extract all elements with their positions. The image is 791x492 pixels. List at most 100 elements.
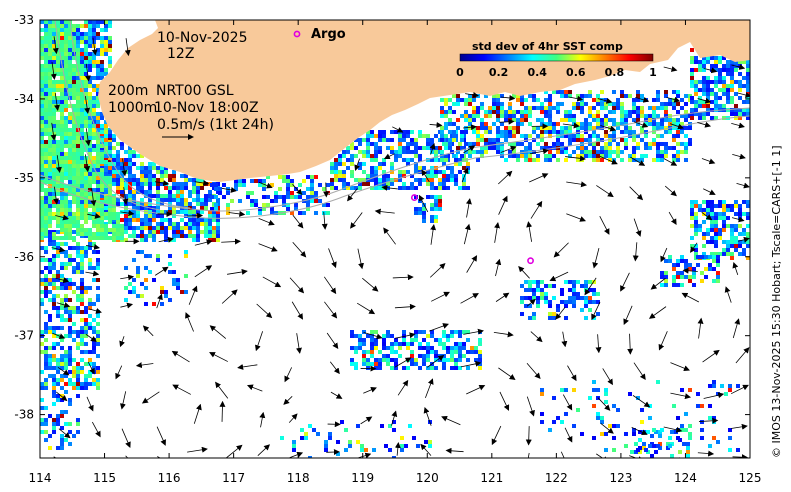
sst-pixel: [702, 200, 706, 204]
sst-pixel: [44, 160, 48, 164]
sst-pixel: [672, 134, 676, 138]
sst-pixel: [382, 342, 386, 346]
sst-pixel: [152, 210, 156, 214]
sst-pixel: [444, 158, 448, 162]
sst-pixel: [48, 148, 52, 152]
sst-pixel: [608, 158, 612, 162]
sst-pixel: [84, 64, 88, 68]
sst-pixel: [120, 186, 124, 190]
sst-pixel: [500, 122, 504, 126]
sst-pixel: [378, 366, 382, 370]
sst-pixel: [452, 110, 456, 114]
sst-pixel: [374, 358, 378, 362]
sst-pixel: [200, 230, 204, 234]
current-arrow: [681, 292, 700, 303]
sst-pixel: [742, 240, 746, 244]
current-arrow: [121, 158, 128, 177]
sst-pixel: [56, 306, 60, 310]
sst-pixel: [56, 216, 60, 220]
sst-pixel: [430, 366, 434, 370]
sst-pixel: [68, 32, 72, 36]
sst-pixel: [274, 191, 278, 195]
current-arrow: [120, 210, 135, 217]
sst-pixel: [592, 130, 596, 134]
sst-pixel: [128, 158, 132, 162]
sst-pixel: [718, 68, 722, 72]
sst-pixel: [466, 358, 470, 362]
sst-pixel: [568, 134, 572, 138]
sst-pixel: [704, 255, 708, 259]
sst-pixel: [434, 350, 438, 354]
sst-pixel: [64, 56, 68, 60]
sst-pixel: [104, 190, 108, 194]
sst-pixel: [112, 174, 116, 178]
sst-pixel: [630, 450, 634, 454]
sst-pixel: [508, 130, 512, 134]
sst-pixel: [56, 88, 60, 92]
sst-pixel: [104, 130, 108, 134]
current-arrow: [466, 255, 478, 273]
sst-pixel: [488, 126, 492, 130]
sst-pixel: [612, 102, 616, 106]
x-tick-label: 116: [158, 471, 181, 485]
sst-pixel: [414, 334, 418, 338]
sst-pixel: [608, 102, 612, 106]
sst-pixel: [410, 142, 414, 146]
sst-pixel: [426, 358, 430, 362]
sst-pixel: [592, 388, 596, 392]
sst-pixel: [306, 203, 310, 207]
sst-pixel: [124, 178, 128, 182]
sst-pixel: [68, 168, 72, 172]
sst-pixel: [552, 130, 556, 134]
sst-pixel: [68, 310, 72, 314]
sst-pixel: [40, 120, 44, 124]
sst-pixel: [88, 362, 92, 366]
sst-pixel: [532, 98, 536, 102]
sst-pixel: [636, 142, 640, 146]
sst-pixel: [684, 110, 688, 114]
sst-pixel: [132, 286, 136, 290]
sst-pixel: [168, 186, 172, 190]
current-arrow: [394, 357, 412, 368]
sst-pixel: [64, 334, 68, 338]
sst-pixel: [80, 188, 84, 192]
sst-pixel: [88, 32, 92, 36]
sst-pixel: [718, 88, 722, 92]
current-arrow: [394, 303, 416, 310]
sst-pixel: [540, 122, 544, 126]
sst-pixel: [746, 64, 750, 68]
sst-pixel: [616, 150, 620, 154]
current-arrow: [187, 446, 208, 453]
sst-pixel: [418, 130, 422, 134]
sst-pixel: [132, 278, 136, 282]
sst-pixel: [56, 96, 60, 100]
sst-pixel: [192, 222, 196, 226]
sst-pixel: [100, 160, 104, 164]
sst-pixel: [64, 152, 68, 156]
sst-pixel: [684, 150, 688, 154]
sst-pixel: [668, 259, 672, 263]
sst-pixel: [88, 382, 92, 386]
current-arrow: [698, 417, 719, 424]
current-arrow: [381, 184, 398, 191]
sst-pixel: [68, 246, 72, 250]
sst-pixel: [68, 132, 72, 136]
sst-pixel: [160, 286, 164, 290]
current-arrow: [425, 378, 434, 398]
sst-pixel: [48, 354, 52, 358]
sst-pixel: [72, 64, 76, 68]
current-arrow: [697, 121, 712, 128]
sst-pixel: [476, 126, 480, 130]
current-arrow: [52, 332, 66, 339]
sst-pixel: [636, 448, 640, 452]
sst-pixel: [434, 154, 438, 158]
sst-pixel: [44, 228, 48, 232]
sst-pixel: [80, 200, 84, 204]
sst-pixel: [456, 94, 460, 98]
sst-pixel: [580, 432, 584, 436]
current-arrow: [56, 302, 71, 308]
sst-pixel: [556, 142, 560, 146]
sst-pixel: [60, 140, 64, 144]
sst-pixel: [608, 110, 612, 114]
sst-pixel: [108, 220, 112, 224]
